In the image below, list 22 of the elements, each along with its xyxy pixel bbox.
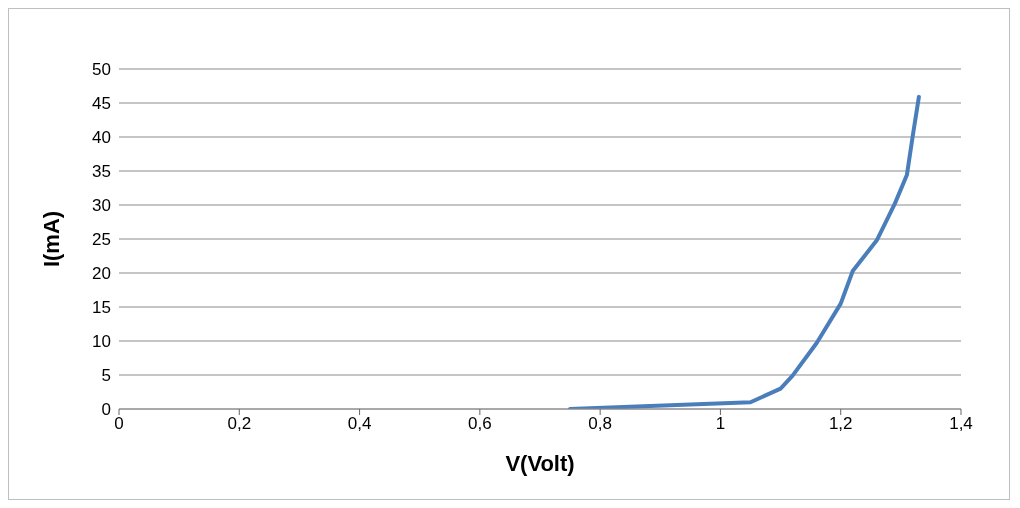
y-tick-label: 45 xyxy=(92,94,111,114)
y-tick-label: 10 xyxy=(92,332,111,352)
y-tick-label: 50 xyxy=(92,60,111,80)
y-tick-label: 0 xyxy=(101,400,111,420)
y-tick-label: 20 xyxy=(92,264,111,284)
x-tick-label: 0 xyxy=(114,414,124,434)
y-axis-title: I(mA) xyxy=(38,210,64,268)
x-axis-title: V(Volt) xyxy=(505,451,575,476)
x-tick-label: 1 xyxy=(715,414,726,434)
y-tick-label: 5 xyxy=(101,366,111,386)
y-tick-label: 15 xyxy=(92,298,111,318)
x-tick-label: 0,8 xyxy=(588,414,612,434)
y-tick-label: 35 xyxy=(92,162,111,182)
x-tick-label: 0,4 xyxy=(347,414,372,434)
line-series xyxy=(568,94,921,409)
x-tick-label: 1,4 xyxy=(949,414,973,434)
x-tick-label: 1,2 xyxy=(828,414,853,434)
x-tick-label: 0,6 xyxy=(468,414,492,434)
y-tick-label: 30 xyxy=(92,196,111,216)
y-tick-label: 25 xyxy=(92,230,111,250)
x-tick-label: 0,2 xyxy=(227,414,252,434)
y-tick-label: 40 xyxy=(92,128,111,148)
